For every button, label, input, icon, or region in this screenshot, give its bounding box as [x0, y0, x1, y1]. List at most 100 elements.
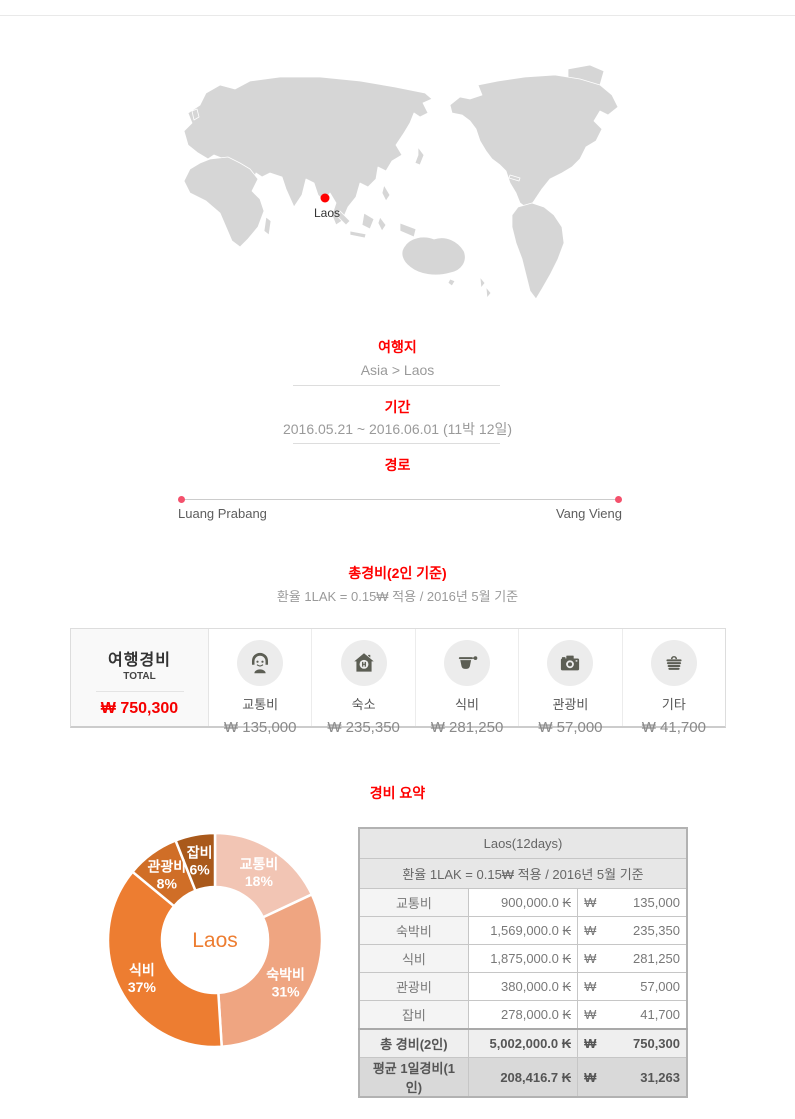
- donut-slice-잡비: [174, 831, 217, 892]
- top-divider: [0, 15, 795, 16]
- row-label: 총 경비(2인): [358, 1028, 469, 1058]
- donut-slice-label: 숙박비 31%: [266, 967, 305, 1000]
- row-won-amount: ₩750,300: [577, 1028, 688, 1058]
- period-title: 기간: [384, 399, 411, 415]
- won-symbol: ₩: [584, 923, 597, 938]
- camera-icon: [547, 640, 594, 686]
- route-line: [178, 496, 622, 504]
- row-lak-amount: 5,002,000.0 ₭: [467, 1028, 579, 1058]
- expense-total-divider: [95, 691, 184, 692]
- route-title: 경로: [384, 457, 411, 473]
- row-lak-amount: 278,000.0 ₭: [467, 1000, 579, 1030]
- donut-svg: Laos 교통비 18% 숙박비 31% 식비 37% 관광비 8%잡비 6%: [106, 831, 324, 1049]
- expense-total-sublabel: TOTAL: [123, 671, 156, 682]
- period-value: 2016.05.21 ~ 2016.06.01 (11박 12일): [282, 421, 513, 437]
- expense-item-관광비: 관광비 ₩ 57,000: [519, 629, 623, 736]
- route-start-dot: [178, 496, 185, 503]
- section-divider: [293, 443, 500, 444]
- donut-slice-label: 관광비 8%: [147, 859, 186, 892]
- expense-item-label: 식비: [455, 697, 479, 712]
- won-symbol: ₩: [584, 951, 597, 966]
- row-won-amount: ₩57,000: [577, 972, 688, 1001]
- donut-slice-label: 잡비 6%: [187, 845, 213, 878]
- row-label: 평균 1일경비(1인): [358, 1057, 469, 1098]
- won-value: 135,000: [633, 895, 680, 910]
- table-row-식비: 식비 1,875,000.0 ₭ ₩281,250: [358, 944, 688, 973]
- expense-item-label: 교통비: [242, 697, 279, 712]
- route-track: [181, 499, 619, 500]
- donut-slice-label: 교통비 18%: [240, 856, 279, 889]
- row-lak-amount: 1,569,000.0 ₭: [467, 916, 579, 945]
- expense-item-label: 관광비: [552, 697, 589, 712]
- table-subtitle-row: 환율 1LAK = 0.15₩ 적용 / 2016년 5월 기준: [358, 858, 688, 889]
- destination-value: Asia > Laos: [360, 362, 435, 378]
- cost-summary-table: Laos(12days) 환율 1LAK = 0.15₩ 적용 / 2016년 …: [358, 827, 688, 1098]
- row-lak-amount: 380,000.0 ₭: [467, 972, 579, 1001]
- won-value: 281,250: [633, 951, 680, 966]
- table-subtitle: 환율 1LAK = 0.15₩ 적용 / 2016년 5월 기준: [358, 858, 688, 889]
- exchange-rate-note: 환율 1LAK = 0.15₩ 적용 / 2016년 5월 기준: [276, 589, 519, 604]
- row-won-amount: ₩41,700: [577, 1000, 688, 1030]
- expense-total-value: ₩ 750,300: [100, 700, 179, 717]
- won-symbol: ₩: [584, 1007, 597, 1022]
- world-map-svg: Laos: [183, 64, 619, 300]
- won-symbol: ₩: [584, 979, 597, 994]
- map-marker-laos: [320, 193, 330, 203]
- summary-title: 경비 요약: [369, 785, 426, 801]
- row-label: 잡비: [358, 1000, 469, 1030]
- won-value: 750,300: [633, 1036, 680, 1051]
- map-marker-label: Laos: [314, 206, 340, 220]
- expense-box: 여행경비 TOTAL ₩ 750,300 교통비 ₩ 135,000 숙소 ₩ 23…: [70, 628, 726, 736]
- world-map: Laos: [180, 55, 620, 305]
- won-symbol: ₩: [584, 1036, 597, 1051]
- expense-item-value: ₩ 235,350: [327, 719, 400, 736]
- won-value: 31,263: [640, 1069, 680, 1085]
- won-value: 235,350: [633, 923, 680, 938]
- expense-item-기타: 기타 ₩ 41,700: [623, 629, 725, 736]
- table-row-관광비: 관광비 380,000.0 ₭ ₩57,000: [358, 972, 688, 1001]
- row-won-amount: ₩281,250: [577, 944, 688, 973]
- expense-item-value: ₩ 57,000: [538, 719, 603, 736]
- donut-slice-식비: [106, 870, 223, 1049]
- won-symbol: ₩: [584, 1069, 597, 1085]
- total-cost-title: 총경비(2인 기준): [348, 565, 447, 581]
- row-lak-amount: 1,875,000.0 ₭: [467, 944, 579, 973]
- expense-item-식비: 식비 ₩ 281,250: [416, 629, 520, 736]
- donut-slice-label: 식비 37%: [128, 962, 157, 995]
- won-value: 41,700: [640, 1007, 680, 1022]
- expense-item-label: 기타: [661, 697, 686, 712]
- donut-center-label: Laos: [192, 929, 238, 952]
- expense-total-cell: 여행경비 TOTAL ₩ 750,300: [71, 629, 209, 726]
- table-row-숙박비: 숙박비 1,569,000.0 ₭ ₩235,350: [358, 916, 688, 945]
- row-won-amount: ₩235,350: [577, 916, 688, 945]
- route-start-label: Luang Prabang: [178, 506, 267, 521]
- route-end-label: Vang Vieng: [555, 506, 622, 521]
- route-end-dot: [615, 496, 622, 503]
- destination-title: 여행지: [378, 339, 417, 355]
- table-row-평균 1일경비(1인): 평균 1일경비(1인) 208,416.7 ₭ ₩31,263: [358, 1057, 688, 1098]
- row-label: 관광비: [358, 972, 469, 1001]
- person-icon: [237, 640, 284, 686]
- expense-donut-chart: Laos 교통비 18% 숙박비 31% 식비 37% 관광비 8% 잡비 6%: [100, 825, 330, 1055]
- expense-item-label: 숙소: [351, 697, 376, 712]
- row-label: 식비: [358, 944, 469, 973]
- donut-slice-교통비: [213, 831, 314, 919]
- table-row-교통비: 교통비 900,000.0 ₭ ₩135,000: [358, 888, 688, 917]
- expense-item-value: ₩ 135,000: [223, 719, 297, 736]
- table-row-잡비: 잡비 278,000.0 ₭ ₩41,700: [358, 1000, 688, 1030]
- row-lak-amount: 208,416.7 ₭: [467, 1057, 579, 1098]
- expense-total-label: 여행경비: [108, 652, 171, 669]
- table-title: Laos(12days): [358, 827, 688, 859]
- cup-icon: [444, 640, 491, 686]
- row-label: 숙박비: [358, 916, 469, 945]
- expense-item-value: ₩ 41,700: [641, 719, 706, 736]
- expense-items: 교통비 ₩ 135,000 숙소 ₩ 235,350 식비 ₩ 281,250 관광비…: [209, 629, 725, 736]
- table-row-총 경비(2인): 총 경비(2인) 5,002,000.0 ₭ ₩750,300: [358, 1028, 688, 1058]
- row-won-amount: ₩31,263: [577, 1057, 688, 1098]
- row-won-amount: ₩135,000: [577, 888, 688, 917]
- row-label: 교통비: [358, 888, 469, 917]
- expense-item-교통비: 교통비 ₩ 135,000: [209, 629, 313, 736]
- section-divider: [293, 385, 500, 386]
- basket-icon: [650, 640, 697, 686]
